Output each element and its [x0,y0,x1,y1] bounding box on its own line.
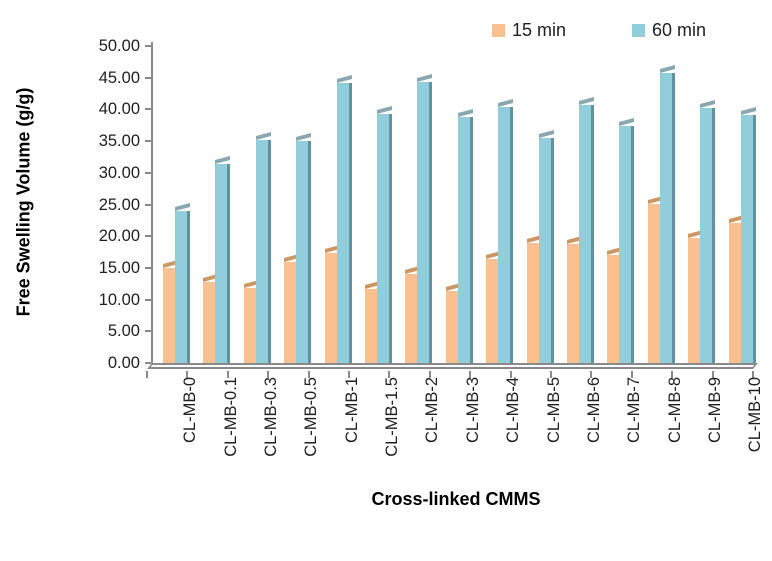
bar-60-min [457,108,473,363]
bar-group [315,46,355,363]
bar-group [436,46,476,363]
bar-group [557,46,597,363]
y-tick-mark [145,266,152,269]
bar-60-min [700,99,716,363]
bar-group [476,46,516,363]
bar-group [517,46,557,363]
bar-60-min [619,117,635,363]
x-tick-mark [186,371,189,378]
x-tick-mark [752,371,754,378]
x-tick-mark [469,371,472,378]
plot-area [153,46,759,363]
bar-60-min [659,64,675,363]
x-tick-mark [348,371,350,378]
bar-60-min [255,131,271,363]
bar-group [193,46,233,363]
x-tick-mark [509,371,512,378]
x-tick-mark [267,371,270,378]
bar-60-min [215,155,231,363]
bar-cap [336,74,352,83]
y-tick-label: 40.00 [98,100,140,119]
bar-cap [175,202,190,211]
bar-60-min [336,74,352,363]
y-tick-label: 5.00 [107,322,140,341]
bar-cap [255,131,271,140]
legend-item: 60 min [632,20,706,41]
bar-cap [619,117,635,126]
y-tick-label: 25.00 [98,195,140,214]
x-tick-mark [428,371,431,378]
bar-cap [296,132,312,141]
y-tick-mark [145,203,152,206]
legend-label: 15 min [512,20,567,40]
bar-60-min [538,129,554,363]
y-tick-mark [145,362,152,364]
y-tick-mark [145,76,152,79]
bar-group [153,46,193,363]
bar-cap [377,105,392,114]
bar-cap [457,108,473,117]
y-tick-mark [145,298,152,301]
y-tick-mark [145,140,152,143]
bar-cap [659,64,675,73]
chart-floor [146,363,759,369]
bar-group [395,46,435,363]
y-tick-mark [145,330,152,333]
bar-60-min [740,106,756,363]
bar-cap [579,96,594,105]
bar-60-min [417,73,433,363]
legend: 15 min 60 min [492,20,706,41]
y-tick-label: 35.00 [98,132,140,151]
bar-cap [740,106,756,115]
bar-cap [498,98,514,107]
x-tick-mark [307,371,310,378]
y-tick-mark [145,45,152,47]
bar-group [719,46,759,363]
y-tick-label: 15.00 [98,258,140,277]
x-tick-mark [671,371,674,378]
y-tick-label: 0.00 [107,354,140,372]
bar-cap [215,155,231,164]
y-axis-line [151,42,153,363]
bar-cap [700,99,716,108]
x-tick-mark [550,371,552,378]
y-tick-label: 45.00 [98,68,140,87]
bar-60-min [296,132,312,363]
bar-60-min [175,202,190,363]
x-tick-mark [711,371,714,378]
legend-swatch-icon [492,24,505,37]
x-tick-mark [630,371,633,378]
x-tick-mark [146,371,148,378]
bar-60-min [498,98,514,363]
x-tick-mark [226,371,229,378]
bar-60-min [377,105,392,363]
bar-group [638,46,678,363]
legend-swatch-icon [632,24,646,37]
bar-group [274,46,314,363]
x-tick-mark [388,371,391,378]
legend-item: 15 min [492,20,566,41]
y-tick-mark [145,171,152,174]
y-tick-mark [145,235,152,238]
bar-group [597,46,637,363]
y-tick-label: 20.00 [98,227,140,246]
x-axis-title: Cross-linked CMMS [371,489,541,509]
y-tick-label: 10.00 [98,290,140,309]
bar-cap [417,73,433,82]
y-tick-label: 30.00 [98,163,140,182]
y-tick-label: 50.00 [98,37,140,55]
x-tick-mark [590,371,593,378]
bar-cap [538,129,554,138]
legend-label: 60 min [652,20,707,40]
bar-group [678,46,718,363]
bar-60-min [579,96,594,363]
bar-group [234,46,274,363]
y-tick-mark [145,108,152,111]
bar-group [355,46,395,363]
